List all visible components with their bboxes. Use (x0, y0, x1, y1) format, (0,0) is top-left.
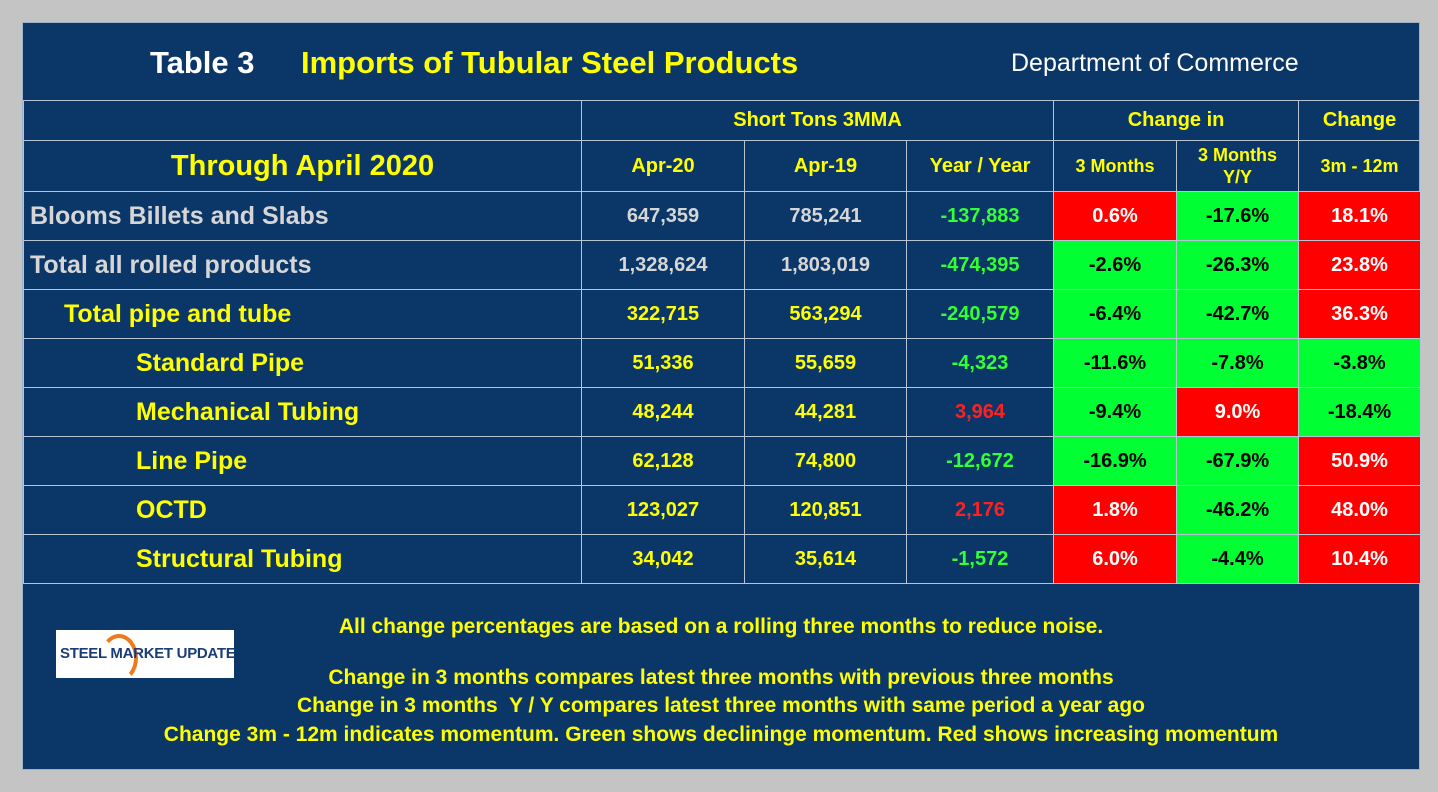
cell: -6.4% (1053, 289, 1178, 339)
row-label: Total pipe and tube (23, 289, 582, 339)
cell: 647,359 (581, 191, 745, 241)
column-header: 3m - 12m (1298, 140, 1422, 192)
blank-cell (23, 100, 582, 141)
cell: -1,572 (905, 534, 1055, 584)
cell: -7.8% (1176, 338, 1300, 388)
cell: 120,851 (744, 485, 907, 535)
group-header: Change in (1053, 100, 1300, 141)
cell: -9.4% (1053, 387, 1178, 437)
data-row: OCTD 123,027 120,851 2,176 1.8% -46.2% 48.0% (23, 485, 1422, 535)
cell: -18.4% (1298, 387, 1422, 437)
column-header: 3 Months Y/Y (1176, 140, 1300, 192)
table-label: Table 3 (150, 45, 255, 80)
note: All change percentages are based on a ro… (338, 615, 1104, 638)
cell: 36.3% (1298, 289, 1422, 339)
cell: 50.9% (1298, 436, 1422, 486)
cell: 1,328,624 (581, 240, 745, 290)
cell: 322,715 (581, 289, 745, 339)
cell: 23.8% (1298, 240, 1422, 290)
row-label: OCTD (23, 485, 582, 535)
column-header: Year / Year (905, 140, 1055, 192)
panel: Table 3 Imports of Tubular Steel Product… (22, 22, 1422, 770)
header-row: Short Tons 3MMA Change in Change (23, 100, 1422, 141)
data-row: Total all rolled products 1,328,624 1,803,… (23, 240, 1422, 290)
group-header: Short Tons 3MMA (580, 100, 1055, 141)
data-row: Blooms Billets and Slabs 647,359 785,241 -1… (23, 191, 1422, 241)
logo: STEEL MARKET UPDATE (56, 630, 236, 682)
cell: -12,672 (905, 436, 1055, 486)
row-label: Structural Tubing (23, 534, 582, 584)
column-header: 3 Months (1053, 140, 1178, 192)
data-row: Standard Pipe 51,336 55,659 -4,323 -11.6% -7.… (23, 338, 1422, 388)
cell: -240,579 (905, 289, 1055, 339)
cell: -42.7% (1176, 289, 1300, 339)
row-label: Standard Pipe (23, 338, 582, 388)
cell: 0.6% (1053, 191, 1178, 241)
cell: 18.1% (1298, 191, 1422, 241)
row-label: Blooms Billets and Slabs (23, 191, 582, 241)
cell: 74,800 (744, 436, 907, 486)
cell: 34,042 (581, 534, 745, 584)
cell: 785,241 (744, 191, 907, 241)
cell: 2,176 (905, 485, 1055, 535)
cell: -17.6% (1176, 191, 1300, 241)
source: Department of Commerce (1011, 49, 1299, 77)
title: Imports of Tubular Steel Products (301, 45, 799, 80)
row-label: Line Pipe (23, 436, 582, 486)
cell: -137,883 (905, 191, 1055, 241)
column-header: Apr-19 (744, 140, 907, 192)
cell: 35,614 (744, 534, 907, 584)
cell: 123,027 (581, 485, 745, 535)
cell: 10.4% (1298, 534, 1422, 584)
note: Change 3m - 12m indicates momentum. Gree… (163, 723, 1279, 746)
note: Change in 3 months compares latest three… (328, 666, 1114, 689)
cell: -16.9% (1053, 436, 1178, 486)
cell: 44,281 (744, 387, 907, 437)
period: Through April 2020 (23, 140, 582, 192)
data-table: Short Tons 3MMA Change in Change Through… (23, 100, 1422, 584)
cell: -26.3% (1176, 240, 1300, 290)
cell: -3.8% (1298, 338, 1422, 388)
header-row: Through April 2020 Apr-20 Apr-19 Year / … (23, 140, 1422, 192)
cell: -4.4% (1176, 534, 1300, 584)
note: Change in 3 months Y / Y compares latest… (296, 694, 1146, 717)
data-row: Mechanical Tubing 48,244 44,281 3,964 -9.4% 9… (23, 387, 1422, 437)
cell: 9.0% (1176, 387, 1300, 437)
cell: -474,395 (905, 240, 1055, 290)
cell: 62,128 (581, 436, 745, 486)
cell: -4,323 (905, 338, 1055, 388)
row-label: Total all rolled products (23, 240, 582, 290)
cell: 1.8% (1053, 485, 1178, 535)
cell: -11.6% (1053, 338, 1178, 388)
cell: 48.0% (1298, 485, 1422, 535)
row-label: Mechanical Tubing (23, 387, 582, 437)
column-header: Apr-20 (581, 140, 745, 192)
group-header: Change (1298, 100, 1422, 141)
cell: -2.6% (1053, 240, 1178, 290)
data-row: Structural Tubing 34,042 35,614 -1,572 6.0% -… (23, 534, 1422, 584)
data-row: Line Pipe 62,128 74,800 -12,672 -16.9% -67.9%… (23, 436, 1422, 486)
cell: 1,803,019 (744, 240, 907, 290)
cell: 48,244 (581, 387, 745, 437)
cell: 3,964 (905, 387, 1055, 437)
cell: 6.0% (1053, 534, 1178, 584)
cell: 55,659 (744, 338, 907, 388)
data-row: Total pipe and tube 322,715 563,294 -240,57… (23, 289, 1422, 339)
cell: -67.9% (1176, 436, 1300, 486)
cell: -46.2% (1176, 485, 1300, 535)
cell: 563,294 (744, 289, 907, 339)
cell: 51,336 (581, 338, 745, 388)
logo-text: STEEL MARKET UPDATE (60, 645, 236, 662)
